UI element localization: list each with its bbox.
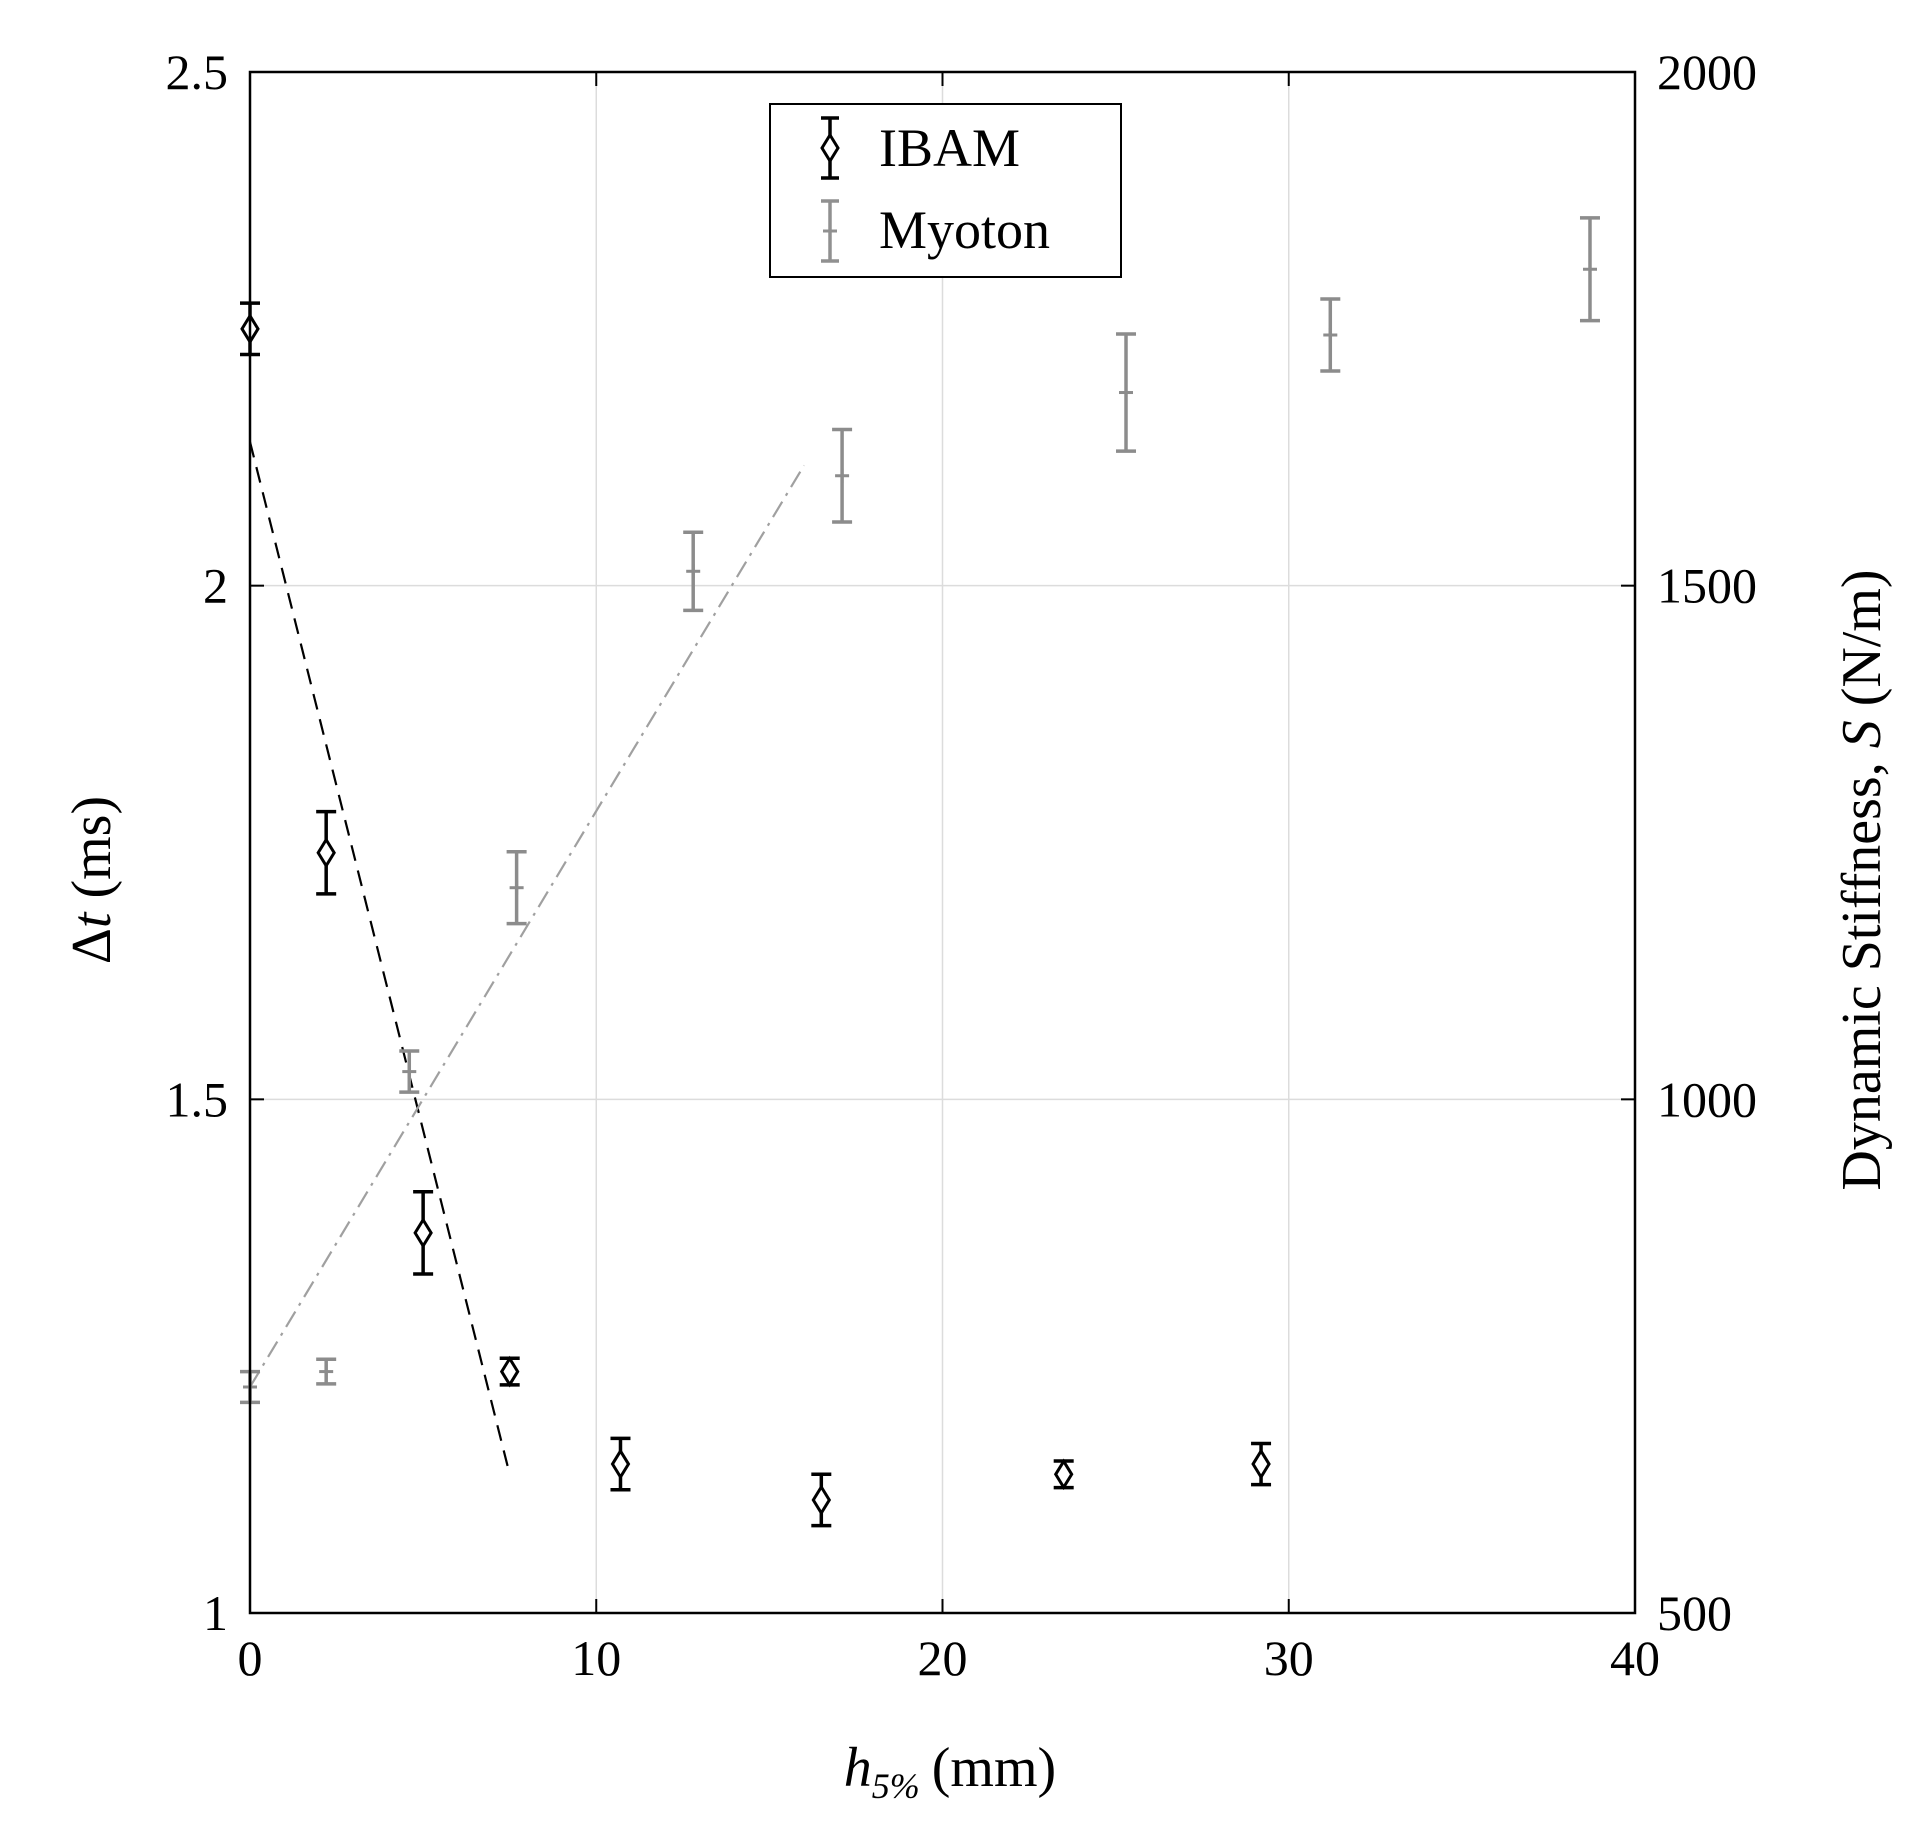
ibam-point bbox=[499, 1355, 520, 1388]
y-axis-right-label-text: Dynamic Stiffness, bbox=[1831, 762, 1893, 1190]
x-axis-label: h5% (mm) bbox=[844, 1737, 1056, 1806]
legend-label-myoton: Myoton bbox=[879, 200, 1050, 260]
y-right-tick-label: 500 bbox=[1657, 1585, 1732, 1641]
myoton-point bbox=[1116, 332, 1137, 453]
y-axis-left-label-delta: Δ bbox=[61, 928, 123, 964]
ibam-point bbox=[610, 1436, 631, 1492]
myoton-point bbox=[399, 1049, 420, 1094]
x-tick-label: 20 bbox=[918, 1630, 968, 1686]
diamond-marker bbox=[1251, 1448, 1271, 1480]
y-axis-right-label-unit: (N/m) bbox=[1831, 569, 1893, 706]
series-myoton bbox=[240, 216, 1600, 1405]
diamond-marker bbox=[1053, 1458, 1074, 1491]
y-right-tick-label: 2000 bbox=[1657, 44, 1757, 100]
ibam-fit-line bbox=[248, 441, 511, 1475]
x-tick-label: 0 bbox=[238, 1630, 263, 1686]
y-axis-left-label-var: t bbox=[61, 911, 123, 928]
diamond-marker bbox=[610, 1448, 631, 1480]
data-series bbox=[240, 216, 1600, 1528]
diamond-marker bbox=[499, 1355, 520, 1388]
x-tick-label: 30 bbox=[1264, 1630, 1314, 1686]
y-axis-right-label-var: S bbox=[1831, 720, 1893, 748]
myoton-point bbox=[316, 1357, 337, 1386]
ibam-point bbox=[811, 1472, 832, 1528]
diamond-marker bbox=[811, 1484, 832, 1516]
x-axis-label-sub: 5% bbox=[872, 1766, 920, 1806]
ibam-point bbox=[1251, 1441, 1272, 1487]
x-axis-label-main: h bbox=[844, 1737, 872, 1799]
y-left-tick-label: 2 bbox=[203, 558, 228, 614]
axis-ticks: 0 10 20 30 40 1 1.5 2 2.5 500 1000 1500 2000 bbox=[166, 44, 1758, 1686]
grid-lines bbox=[250, 72, 1635, 1613]
y-right-tick-label: 1000 bbox=[1657, 1071, 1757, 1127]
myoton-point bbox=[683, 530, 704, 613]
x-axis-label-unit: (mm) bbox=[932, 1737, 1056, 1799]
legend: IBAM Myoton bbox=[769, 103, 1122, 278]
diamond-marker bbox=[316, 836, 336, 869]
myoton-fit-line bbox=[249, 464, 805, 1388]
y-left-tick-label: 1 bbox=[203, 1585, 228, 1641]
y-left-tick-label: 1.5 bbox=[166, 1071, 229, 1127]
ibam-point bbox=[316, 809, 337, 896]
legend-entry-ibam: IBAM bbox=[820, 116, 1020, 180]
fit-lines bbox=[248, 441, 805, 1475]
y-left-tick-label: 2.5 bbox=[166, 44, 229, 100]
legend-diamond-marker bbox=[820, 132, 840, 164]
series-ibam bbox=[240, 301, 1272, 1528]
legend-label-ibam: IBAM bbox=[879, 118, 1020, 178]
y-axis-right-label: Dynamic Stiffness, S (N/m) bbox=[1831, 569, 1893, 1190]
x-tick-label: 10 bbox=[571, 1630, 621, 1686]
legend-entry-myoton: Myoton bbox=[821, 199, 1050, 263]
myoton-point bbox=[1320, 297, 1341, 373]
myoton-point bbox=[832, 427, 853, 524]
myoton-point bbox=[506, 849, 527, 926]
ibam-point bbox=[413, 1190, 434, 1276]
diamond-marker bbox=[413, 1217, 433, 1249]
y-axis-left-label-unit: (ms) bbox=[61, 796, 123, 899]
y-right-tick-label: 1500 bbox=[1657, 558, 1757, 614]
myoton-point bbox=[1579, 216, 1600, 323]
ibam-point bbox=[1053, 1458, 1074, 1491]
x-tick-label: 40 bbox=[1610, 1630, 1660, 1686]
y-axis-left-label: Δt (ms) bbox=[61, 796, 123, 964]
